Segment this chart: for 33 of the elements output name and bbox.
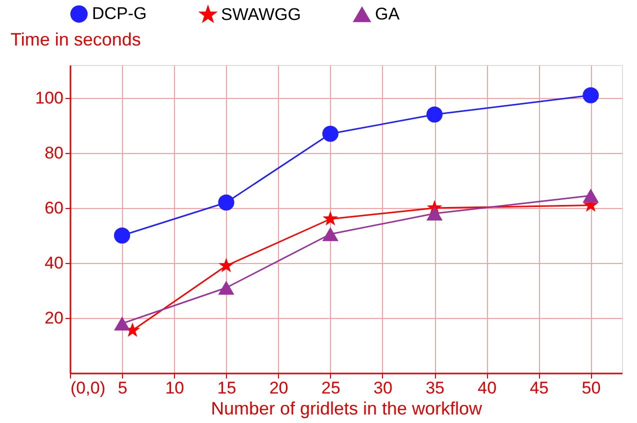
point xyxy=(322,227,338,242)
x-tick-label: 35 xyxy=(426,378,444,398)
point xyxy=(582,188,599,203)
y-axis-title: Time in seconds xyxy=(10,30,141,50)
x-tick-label: 5 xyxy=(118,378,128,398)
x-axis-title: Number of gridlets in the workflow xyxy=(210,398,484,418)
x-tick-label: 10 xyxy=(165,378,184,398)
legend-label: GA xyxy=(375,4,400,24)
point xyxy=(218,258,234,272)
y-tick-label: 40 xyxy=(44,254,64,272)
x-tick-label: 15 xyxy=(217,378,236,398)
x-tick-label: (0,0) xyxy=(70,378,106,398)
legend-label: DCP-G xyxy=(92,4,147,24)
x-tick-label: 45 xyxy=(530,378,549,398)
point xyxy=(322,126,338,142)
x-tick-label: 40 xyxy=(478,378,497,398)
y-tick-label: 100 xyxy=(35,88,64,108)
point xyxy=(218,280,234,295)
point xyxy=(218,194,234,211)
x-tick-label: 50 xyxy=(582,378,601,398)
legend-label: SWAWGG xyxy=(221,4,301,24)
point xyxy=(322,210,338,226)
x-tick-label: 30 xyxy=(373,378,392,398)
point xyxy=(114,227,130,244)
point xyxy=(582,87,599,104)
x-tick-label: 25 xyxy=(321,378,340,398)
y-tick-label: 80 xyxy=(44,144,64,162)
point xyxy=(114,316,130,330)
y-tick-label: 20 xyxy=(44,308,64,328)
point xyxy=(426,206,443,220)
point xyxy=(426,106,443,123)
y-tick-label: 60 xyxy=(44,198,64,218)
x-tick-label: 20 xyxy=(269,378,288,398)
